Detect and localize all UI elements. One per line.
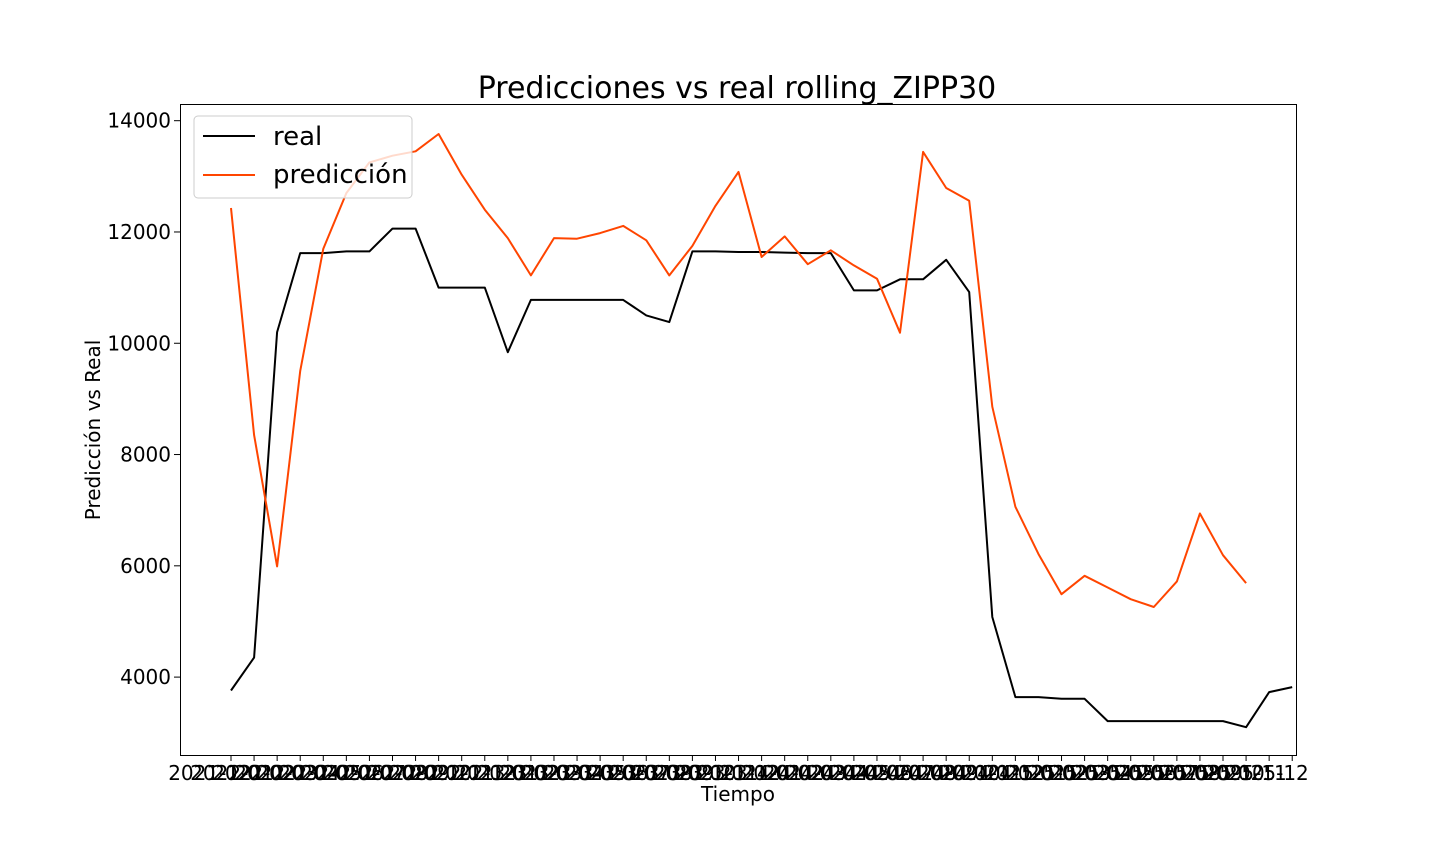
y-axis: 4000 6000 8000 10000 12000 14000 bbox=[107, 109, 180, 689]
x-axis: 2021-122022-012022-022022-032022-042022-… bbox=[168, 755, 1309, 785]
legend-label-real: real bbox=[273, 122, 322, 152]
x-tick-label: 2022-10 bbox=[388, 761, 472, 785]
y-tick-label: 10000 bbox=[107, 331, 171, 355]
legend-label-prediccion: predicción bbox=[273, 160, 408, 190]
x-tick-label: 2025-08 bbox=[1137, 761, 1221, 785]
chart-title: Predicciones vs real rolling_ZIPP30 bbox=[478, 71, 997, 106]
x-tick-label: 2024-12 bbox=[961, 761, 1045, 785]
x-tick-label: 2022-03 bbox=[234, 761, 318, 785]
x-tick-label: 2024-09 bbox=[895, 761, 979, 785]
x-tick-label: 2025-02 bbox=[1005, 761, 1089, 785]
x-tick-label: 2025-06 bbox=[1093, 761, 1177, 785]
x-tick-label: 2024-04 bbox=[785, 761, 869, 785]
x-tick-label: 2023-01 bbox=[455, 761, 539, 785]
x-tick-label: 2022-08 bbox=[344, 761, 428, 785]
x-tick-label: 2023-10 bbox=[653, 761, 737, 785]
x-tick-label: 2023-04 bbox=[521, 761, 605, 785]
x-tick-label: 2023-09 bbox=[631, 761, 715, 785]
x-tick-label: 2023-12 bbox=[697, 761, 781, 785]
x-tick-label: 2025-11 bbox=[1203, 761, 1287, 785]
y-tick-label: 12000 bbox=[107, 220, 171, 244]
x-tick-label: 2022-11 bbox=[410, 761, 494, 785]
x-tick-label: 2024-08 bbox=[873, 761, 957, 785]
x-tick-label: 2024-01 bbox=[719, 761, 803, 785]
x-tick-label: 2022-06 bbox=[300, 761, 384, 785]
x-tick-label: 2024-11 bbox=[939, 761, 1023, 785]
x-tick-label: 2022-09 bbox=[366, 761, 450, 785]
y-axis-label: Predicción vs Real bbox=[81, 340, 105, 521]
x-tick-label: 2022-07 bbox=[322, 761, 406, 785]
x-tick-label: 2024-10 bbox=[917, 761, 1001, 785]
x-tick-label: 2025-07 bbox=[1115, 761, 1199, 785]
plot-frame bbox=[180, 104, 1297, 756]
x-tick-label: 2024-05 bbox=[807, 761, 891, 785]
y-tick-label: 8000 bbox=[120, 443, 171, 467]
x-tick-label: 2025-09 bbox=[1159, 761, 1243, 785]
x-tick-label: 2023-02 bbox=[477, 761, 561, 785]
y-tick-label: 4000 bbox=[120, 665, 171, 689]
x-tick-label: 2023-03 bbox=[499, 761, 583, 785]
series-line-prediccion bbox=[230, 133, 1247, 608]
x-tick-label: 2025-12 bbox=[1225, 761, 1309, 785]
x-tick-label: 2025-05 bbox=[1071, 761, 1155, 785]
x-tick-label: 2025-03 bbox=[1027, 761, 1111, 785]
x-tick-label: 2022-02 bbox=[212, 761, 296, 785]
y-tick-label: 14000 bbox=[107, 109, 171, 133]
x-axis-label: Tiempo bbox=[700, 782, 775, 806]
x-tick-label: 2023-11 bbox=[675, 761, 759, 785]
plot-area bbox=[230, 133, 1293, 729]
x-tick-label: 2025-10 bbox=[1181, 761, 1265, 785]
x-tick-label: 2024-02 bbox=[741, 761, 825, 785]
y-tick-label: 6000 bbox=[120, 554, 171, 578]
x-tick-label: 2022-01 bbox=[190, 761, 274, 785]
x-tick-label: 2023-08 bbox=[609, 761, 693, 785]
x-tick-label: 2022-04 bbox=[256, 761, 340, 785]
x-tick-label: 2023-07 bbox=[587, 761, 671, 785]
x-tick-label: 2025-01 bbox=[983, 761, 1067, 785]
series-line-real bbox=[230, 227, 1293, 729]
x-tick-label: 2022-05 bbox=[278, 761, 362, 785]
x-tick-label: 2024-06 bbox=[829, 761, 913, 785]
x-tick-label: 2024-07 bbox=[851, 761, 935, 785]
x-tick-label: 2023-05 bbox=[543, 761, 627, 785]
x-tick-label: 2021-12 bbox=[168, 761, 252, 785]
x-tick-label: 2023-06 bbox=[565, 761, 649, 785]
x-tick-label: 2022-12 bbox=[433, 761, 517, 785]
x-tick-label: 2024-03 bbox=[763, 761, 847, 785]
x-tick-label: 2025-04 bbox=[1049, 761, 1133, 785]
legend: real predicción bbox=[193, 115, 413, 199]
